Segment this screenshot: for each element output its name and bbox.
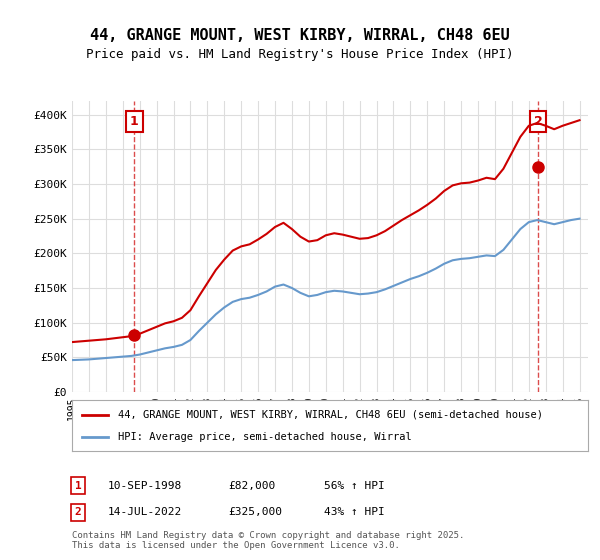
Text: 2: 2: [74, 507, 82, 517]
Text: 2: 2: [533, 115, 542, 128]
Text: £82,000: £82,000: [228, 480, 275, 491]
Text: 10-SEP-1998: 10-SEP-1998: [108, 480, 182, 491]
Text: HPI: Average price, semi-detached house, Wirral: HPI: Average price, semi-detached house,…: [118, 432, 412, 442]
Text: 14-JUL-2022: 14-JUL-2022: [108, 507, 182, 517]
Text: 1: 1: [74, 480, 82, 491]
Text: 44, GRANGE MOUNT, WEST KIRBY, WIRRAL, CH48 6EU: 44, GRANGE MOUNT, WEST KIRBY, WIRRAL, CH…: [90, 28, 510, 43]
Text: 44, GRANGE MOUNT, WEST KIRBY, WIRRAL, CH48 6EU (semi-detached house): 44, GRANGE MOUNT, WEST KIRBY, WIRRAL, CH…: [118, 409, 544, 419]
Text: 56% ↑ HPI: 56% ↑ HPI: [324, 480, 385, 491]
Text: £325,000: £325,000: [228, 507, 282, 517]
Text: 43% ↑ HPI: 43% ↑ HPI: [324, 507, 385, 517]
Text: Contains HM Land Registry data © Crown copyright and database right 2025.
This d: Contains HM Land Registry data © Crown c…: [72, 530, 464, 550]
Text: 1: 1: [130, 115, 139, 128]
Text: Price paid vs. HM Land Registry's House Price Index (HPI): Price paid vs. HM Land Registry's House …: [86, 48, 514, 60]
